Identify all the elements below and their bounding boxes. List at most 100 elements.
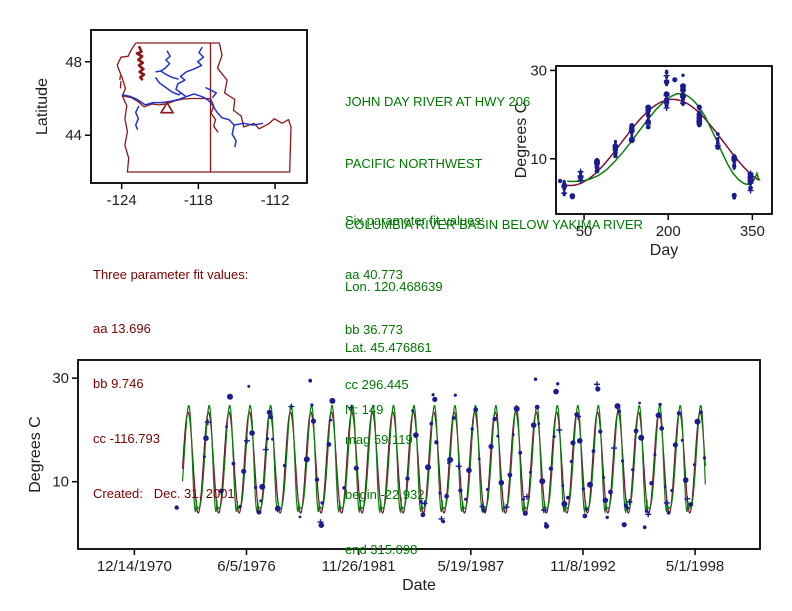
- data-point: [513, 405, 520, 412]
- data-point: [748, 185, 753, 191]
- data-point: [492, 416, 497, 422]
- data-point: [238, 504, 242, 509]
- data-point: [608, 489, 613, 495]
- data-point: [594, 157, 600, 163]
- data-point: [629, 124, 635, 130]
- data-point: [329, 397, 336, 404]
- data-point: [697, 107, 701, 111]
- data-point: [613, 150, 618, 156]
- six-param-mag: mag 59.119: [345, 432, 413, 448]
- station-info-block: JOHN DAY RIVER AT HWY 206 PACIFIC NORTHW…: [345, 51, 643, 461]
- data-point: [696, 110, 702, 116]
- data-point: [326, 442, 332, 447]
- data-point: [486, 487, 490, 492]
- data-point: [680, 85, 686, 92]
- six-param-begin: begin -22.932: [345, 487, 425, 503]
- data-point-cross: [663, 499, 670, 506]
- data-point: [203, 435, 209, 442]
- puget-sound-shore: [135, 45, 146, 82]
- data-point: [681, 83, 685, 87]
- data-point: [507, 472, 513, 478]
- data-point: [655, 412, 662, 419]
- data-point: [569, 194, 576, 200]
- data-point: [477, 457, 481, 461]
- x-tick-label: 5/1/1998: [666, 558, 724, 575]
- data-point-cross: [243, 437, 250, 444]
- data-point: [569, 459, 574, 464]
- data-point: [631, 468, 635, 472]
- data-point: [649, 481, 654, 486]
- three-param-cc: cc -116.793: [93, 431, 160, 447]
- snake-canyon-border: [209, 98, 219, 133]
- data-point: [552, 435, 556, 439]
- data-point-cross: [503, 504, 510, 511]
- data-point: [659, 426, 665, 431]
- data-point: [518, 450, 523, 455]
- coastal-bay: [119, 81, 122, 89]
- data-point: [578, 175, 583, 181]
- data-point: [697, 121, 701, 125]
- data-point-cross: [645, 511, 652, 518]
- data-point: [602, 476, 606, 479]
- data-point: [561, 484, 565, 488]
- data-point: [642, 525, 647, 530]
- y-tick-label: 44: [65, 127, 82, 144]
- six-param-block: Six parameter fit values: aa 40.773 bb 3…: [345, 175, 484, 596]
- coastal-bay: [119, 75, 122, 81]
- data-point: [731, 154, 737, 161]
- data-point: [429, 421, 434, 426]
- x-axis-label: Day: [650, 242, 678, 259]
- data-point: [557, 178, 563, 184]
- y-axis-label: Latitude: [34, 78, 51, 135]
- data-point: [638, 434, 645, 441]
- data-point: [561, 501, 568, 507]
- data-point: [528, 470, 532, 474]
- data-point: [676, 411, 682, 416]
- data-point: [556, 382, 560, 386]
- data-point: [282, 463, 287, 468]
- river-line: [205, 86, 218, 99]
- data-point: [696, 104, 702, 110]
- station-lat-line: Lat. 45.476861: [345, 340, 432, 355]
- data-point: [231, 461, 236, 466]
- three-param-aa: aa 13.696: [93, 321, 151, 337]
- data-point: [464, 497, 467, 501]
- data-point: [732, 161, 736, 165]
- data-point: [682, 477, 689, 483]
- station-n-line: N: 149: [345, 401, 384, 417]
- data-point: [227, 393, 233, 400]
- data-point: [628, 137, 635, 144]
- data-point-cross: [438, 515, 445, 522]
- river-line: [155, 50, 171, 73]
- state-border-wa-or: [122, 95, 211, 108]
- data-point: [522, 510, 528, 516]
- data-point: [595, 386, 601, 392]
- data-point: [308, 378, 313, 383]
- x-tick-label: 11/26/1981: [322, 558, 396, 575]
- data-point: [353, 465, 359, 471]
- data-point: [310, 403, 314, 407]
- three-param-bb: bb 9.746: [93, 376, 144, 392]
- data-point: [562, 179, 566, 183]
- data-point-cross: [540, 507, 547, 514]
- data-point: [696, 118, 703, 125]
- data-point: [578, 170, 583, 175]
- data-point: [614, 142, 617, 146]
- data-point: [581, 487, 585, 491]
- y-axis-label: Degrees C: [27, 416, 44, 492]
- data-point: [548, 466, 554, 471]
- data-point: [614, 403, 621, 410]
- river-line: [154, 76, 182, 96]
- data-point-cross: [663, 72, 670, 79]
- data-point: [219, 488, 224, 494]
- data-point: [473, 407, 479, 413]
- data-point: [681, 97, 685, 102]
- data-point: [511, 433, 515, 436]
- data-point: [638, 401, 641, 405]
- data-point: [274, 505, 281, 512]
- data-point: [602, 497, 609, 504]
- data-point: [621, 459, 625, 463]
- data-point-cross: [262, 446, 269, 453]
- data-point: [562, 183, 567, 188]
- data-point: [645, 124, 651, 130]
